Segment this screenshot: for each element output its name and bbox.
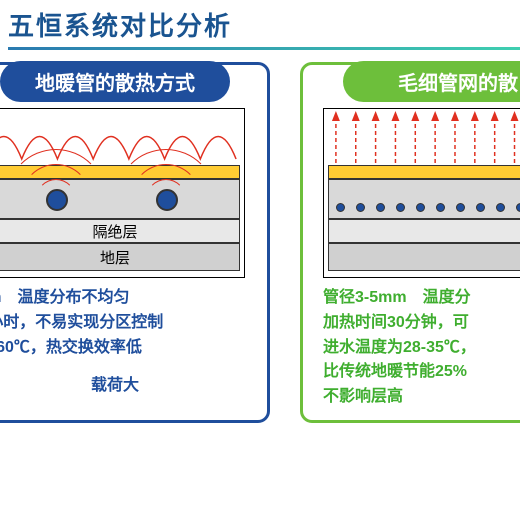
surface-layer	[328, 165, 520, 179]
bullet-line: 进水温度为28-35℃，	[323, 336, 520, 361]
bullet-line: mm 温度分布不均匀	[0, 286, 257, 311]
insulation-layer: 隔绝	[328, 219, 520, 243]
right-card-header: 毛细管网的散	[343, 61, 520, 102]
ground-layer: 地层	[0, 243, 240, 271]
bullet-line: 45-60℃，热交换效率低	[0, 336, 257, 361]
bullet-line: 不影响层高	[323, 385, 520, 410]
ground-layer: 地层	[328, 243, 520, 271]
right-diagram: 隔绝 地层	[323, 108, 520, 278]
left-card-header: 地暖管的散热方式	[0, 61, 230, 102]
concrete-layer	[328, 179, 520, 219]
left-bullets: mm 温度分布不均匀 -6小时，不易实现分区控制 45-60℃，热交换效率低 载…	[0, 286, 267, 399]
bullet-line: 比传统地暖节能25%	[323, 360, 520, 385]
left-diagram: 隔绝层 地层	[0, 108, 245, 278]
radiate-arc-icon	[6, 149, 106, 249]
bullet-line: 加热时间30分钟，可	[323, 311, 520, 336]
right-bullets: 管径3-5mm 温度分 加热时间30分钟，可 进水温度为28-35℃， 比传统地…	[303, 286, 520, 410]
right-card: 毛细管网的散	[300, 62, 520, 423]
heat-arrows-icon	[324, 109, 520, 165]
radiate-arc-icon	[116, 149, 216, 249]
bullet-line: 管径3-5mm 温度分	[323, 286, 520, 311]
bullet-line: -6小时，不易实现分区控制	[0, 311, 257, 336]
center-note: 载荷大	[0, 374, 257, 399]
comparison-columns: 地暖管的散热方式 隔绝层 地层 mm 温度分布不均匀 -6小时，不易实现分区控制	[0, 54, 520, 423]
left-card: 地暖管的散热方式 隔绝层 地层 mm 温度分布不均匀 -6小时，不易实现分区控制	[0, 62, 270, 423]
page-title: 五恒系统对比分析	[8, 6, 520, 50]
